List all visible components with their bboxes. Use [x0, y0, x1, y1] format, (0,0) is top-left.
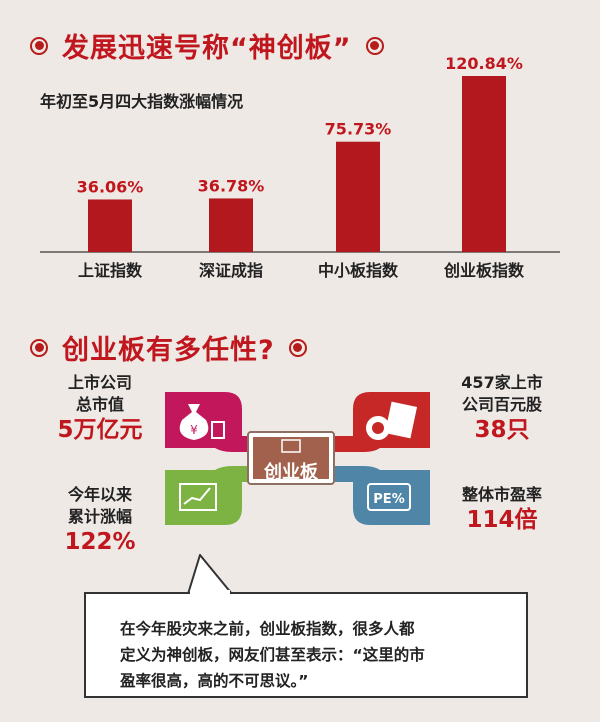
- petal-top-right: [335, 392, 430, 452]
- board-icon: [281, 439, 301, 453]
- petal-bottom-right: [335, 466, 430, 525]
- category-label-0: 上证指数: [78, 261, 143, 280]
- stat-label: 累计涨幅: [67, 507, 132, 526]
- money-bag-icon: ¥: [179, 404, 225, 440]
- hundred-yuan-icon: [366, 401, 418, 440]
- stat-label: 整体市盈率: [461, 485, 542, 504]
- category-label-1: 深证成指: [199, 261, 263, 280]
- bar-2: [336, 141, 380, 252]
- section1-title: 发展迅速号称“神创板”: [30, 26, 384, 65]
- stat-pe-ratio: 整体市盈率 114倍: [432, 484, 572, 534]
- stat-label: 公司百元股: [461, 395, 542, 414]
- chart-title: 年初至5月四大指数涨幅情况: [40, 92, 244, 111]
- section2-title: 创业板有多任性?: [30, 328, 307, 367]
- data-label-1: 36.78%: [198, 176, 265, 195]
- data-label-2: 75.73%: [325, 120, 392, 139]
- data-label-3: 120.84%: [445, 54, 523, 73]
- stat-label: 总市值: [75, 395, 124, 414]
- stat-market-cap: 上市公司 总市值 5万亿元: [40, 372, 160, 444]
- stat-value: 122%: [64, 529, 136, 555]
- petal-top-left: [165, 392, 265, 452]
- quote-pointer: [187, 554, 233, 595]
- stat-value: 114倍: [466, 507, 538, 533]
- money-bag-icon-symbol: ¥: [190, 423, 198, 437]
- bar-0: [88, 199, 132, 252]
- quote-box: 在今年股灾来之前，创业板指数，很多人都 定义为神创板，网友们甚至表示：“这里的市…: [84, 592, 528, 698]
- stat-label: 457家上市: [461, 373, 543, 392]
- rising-chart-icon: [179, 483, 217, 511]
- bar-3: [462, 76, 506, 252]
- bar-chart: 36.06% 上证指数 36.78% 深证成指 75.73% 中小板指数 120.84% 创业…: [40, 54, 560, 280]
- stat-label: 上市公司: [67, 373, 132, 392]
- quote-line: 盈率很高，高的不可思议。”: [120, 672, 309, 690]
- stat-hundred-yuan-stocks: 457家上市 公司百元股 38只: [432, 372, 572, 444]
- section1-title-text: 发展迅速号称“神创板”: [62, 33, 352, 64]
- stat-value: 38只: [474, 417, 530, 443]
- bullet-icon: [30, 36, 48, 55]
- center-label: 创业板: [264, 462, 318, 483]
- quote-line: 在今年股灾来之前，创业板指数，很多人都: [120, 620, 415, 638]
- data-label-0: 36.06%: [77, 177, 144, 196]
- pe-ratio-icon: PE%: [367, 483, 411, 511]
- category-label-3: 创业板指数: [443, 261, 525, 280]
- category-label-2: 中小板指数: [318, 261, 399, 280]
- section2-title-text: 创业板有多任性?: [62, 335, 275, 366]
- stat-cumulative-gain: 今年以来 累计涨幅 122%: [40, 484, 160, 556]
- stat-label: 今年以来: [67, 485, 132, 504]
- bullet-icon: [365, 36, 384, 55]
- quote-line: 定义为神创板，网友们甚至表示：“这里的市: [120, 646, 425, 664]
- bullet-icon: [288, 338, 307, 357]
- bullet-icon: [30, 338, 48, 357]
- stat-value: 5万亿元: [57, 417, 143, 443]
- pe-ratio-icon-symbol: PE%: [373, 492, 404, 507]
- bar-1: [209, 198, 253, 252]
